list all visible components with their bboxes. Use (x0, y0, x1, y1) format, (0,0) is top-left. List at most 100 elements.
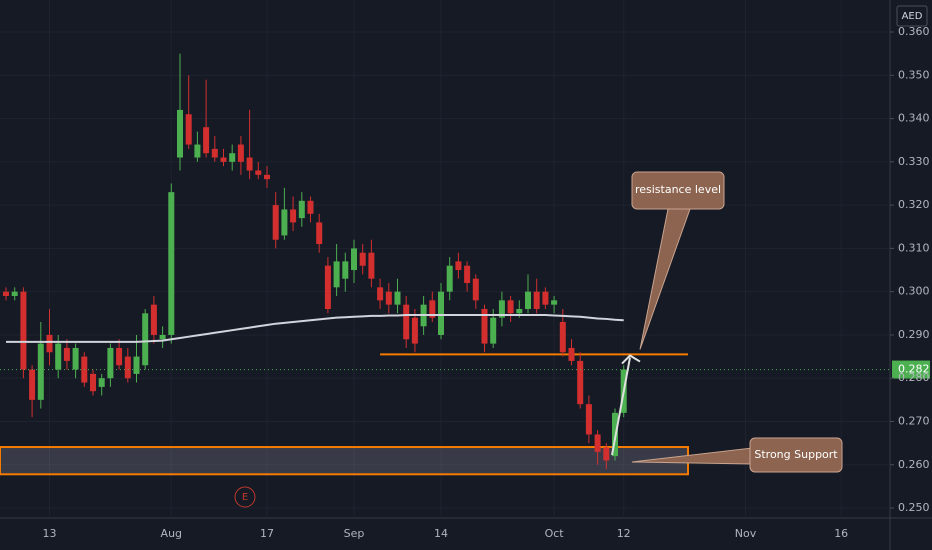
y-tick-label: 0.360 (898, 25, 930, 38)
x-tick-label: 14 (434, 527, 448, 540)
y-tick-label: 0.300 (898, 285, 930, 298)
x-tick-label: Oct (545, 527, 565, 540)
callout-box (631, 171, 725, 210)
y-tick-label: 0.250 (898, 501, 930, 514)
candle-body (272, 205, 279, 240)
candle-body (185, 114, 192, 145)
candle-body (307, 200, 314, 214)
candle-body (3, 291, 9, 296)
candle-body (246, 157, 253, 171)
candle-body (403, 304, 410, 340)
candle-body (124, 356, 131, 379)
currency: AED (902, 11, 923, 22)
y-tick-label: 0.310 (898, 241, 930, 254)
candle-body (368, 252, 375, 279)
candle-body (133, 356, 140, 374)
candle-body (446, 265, 453, 292)
candle-body (577, 360, 584, 405)
candle-body (229, 153, 236, 162)
candle-body (481, 308, 488, 344)
candle-body (281, 209, 288, 236)
y-tick-label: 0.290 (898, 328, 930, 341)
candle-body (342, 261, 349, 279)
candle-body (455, 261, 462, 271)
callout-text: resistance level (635, 183, 721, 196)
candle-body (394, 291, 401, 305)
candle-body (255, 170, 262, 175)
candle-body (237, 144, 244, 162)
candle-body (542, 291, 549, 305)
candle-body (46, 334, 53, 353)
candle-body (159, 334, 166, 340)
support-zone (0, 446, 689, 476)
candle-body (525, 291, 531, 309)
x-tick-label: 17 (260, 527, 274, 540)
y-tick-label: 0.260 (898, 458, 930, 471)
x-tick-label: 12 (617, 527, 631, 540)
candle-body (11, 291, 18, 296)
candle-body (290, 209, 297, 223)
candle-body (490, 317, 497, 344)
candle-body (116, 347, 123, 366)
x-tick-label: 16 (834, 527, 848, 540)
event-marker (234, 486, 256, 508)
candle-body (351, 248, 357, 271)
candle-body (194, 144, 201, 158)
candle-body (168, 192, 175, 335)
candle-body (551, 300, 558, 305)
candle-body (29, 369, 36, 400)
last-price-box (892, 360, 930, 379)
candle-body (107, 347, 114, 379)
candle-body (498, 300, 505, 318)
candle-body (90, 373, 96, 392)
candle-body (37, 343, 44, 400)
candle-body (203, 127, 210, 154)
candle-body (594, 434, 601, 452)
candle-body (568, 347, 575, 361)
arrow-head (621, 354, 641, 365)
candle-body (359, 252, 366, 266)
event-label: E (242, 492, 248, 503)
callout-text: Strong Support (754, 448, 838, 461)
candle-body (464, 265, 471, 284)
y-tick-label: 0.350 (898, 68, 930, 81)
candle-body (533, 291, 540, 309)
candle-body (177, 109, 183, 158)
candle-body (316, 222, 323, 245)
candle-body (264, 174, 270, 180)
candle-body (585, 404, 592, 435)
y-tick-label: 0.270 (898, 414, 930, 427)
callout-box (749, 437, 843, 473)
candle-body (603, 447, 610, 461)
y-tick-label: 0.320 (898, 198, 930, 211)
candle-body (298, 200, 305, 219)
arrow (611, 357, 631, 456)
x-tick-label: Aug (161, 527, 182, 540)
y-tick-label: 0.280 (898, 371, 930, 384)
candle-body (324, 265, 331, 309)
candle-body (55, 343, 62, 370)
x-tick-label: Nov (735, 527, 757, 540)
candle-body (429, 300, 436, 318)
candle-body (507, 300, 514, 314)
last-price-label: 0.282 (898, 363, 930, 376)
candle-body (72, 347, 79, 370)
candle-body (411, 317, 418, 344)
candle-body (20, 291, 27, 370)
candle-body (98, 378, 105, 387)
candle-body (516, 308, 523, 314)
candle-body (559, 321, 566, 353)
y-tick-label: 0.340 (898, 112, 930, 125)
candle-body (211, 148, 218, 158)
moving-average (6, 314, 624, 343)
candle-body (385, 291, 392, 305)
y-tick-label: 0.330 (898, 155, 930, 168)
candle-body (63, 347, 70, 361)
candle-body (333, 261, 340, 288)
currency-box (896, 5, 928, 27)
candle-body (150, 304, 157, 335)
candle-body (438, 291, 444, 335)
candle-body (142, 313, 149, 366)
x-tick-label: 13 (43, 527, 57, 540)
